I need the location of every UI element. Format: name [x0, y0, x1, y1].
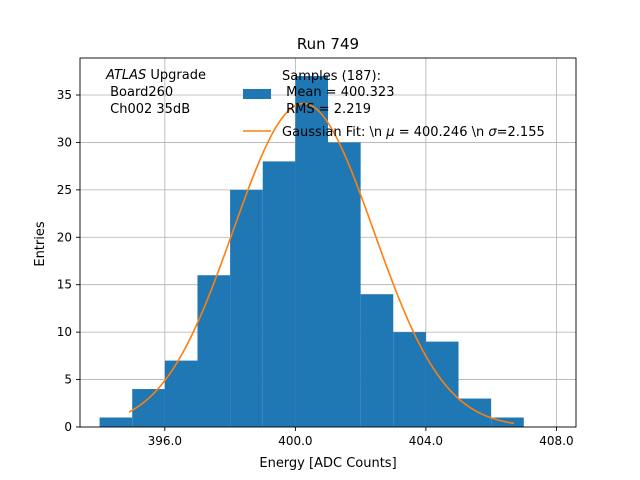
- legend-fit-mu-value: = 400.246 \n: [395, 125, 489, 140]
- histogram-bars: [99, 76, 524, 428]
- histogram-bar: [99, 417, 133, 427]
- y-tick-label: 10: [57, 325, 72, 339]
- x-tick-label: 400.0: [278, 434, 312, 448]
- histogram-bar: [230, 189, 263, 427]
- histogram-bar: [328, 142, 361, 427]
- histogram-bar: [164, 360, 198, 427]
- atlas-annotation-line1: ATLAS Upgrade: [105, 68, 206, 83]
- histogram-bar: [393, 332, 426, 427]
- x-tick-label: 408.0: [539, 434, 573, 448]
- y-axis-label: Entries: [33, 221, 48, 267]
- histogram-bar: [360, 294, 394, 427]
- gaussian-fit-layer: [128, 102, 515, 425]
- legend-fit-sigma-value: =2.155: [497, 125, 545, 140]
- y-tick-label: 5: [64, 373, 72, 387]
- legend-samples-line1: Samples (187):: [282, 69, 381, 84]
- legend-mu-symbol: μ: [385, 125, 394, 140]
- y-tick-label: 25: [57, 183, 72, 197]
- y-tick-label: 15: [57, 278, 72, 292]
- tick-labels: 396.0 400.0 404.0 408.0 0 5 10 15 20 25 30 35: [57, 88, 574, 448]
- legend-samples-line2: Mean = 400.323: [282, 85, 394, 100]
- atlas-label: ATLAS: [105, 68, 146, 83]
- x-axis-label: Energy [ADC Counts]: [259, 456, 396, 471]
- histogram-bar: [425, 341, 459, 427]
- legend-sigma-symbol: σ: [488, 125, 497, 140]
- histogram-bar: [132, 389, 165, 427]
- channel-annotation: Ch002 35dB: [106, 102, 190, 117]
- axes: [79, 57, 577, 428]
- upgrade-label: Upgrade: [146, 68, 206, 83]
- legend-samples-swatch: [243, 89, 271, 99]
- plot-frame: [79, 57, 577, 428]
- histogram-bar: [295, 76, 328, 428]
- histogram-bar: [197, 275, 231, 427]
- y-tick-label: 35: [57, 88, 72, 102]
- x-tick-label: 404.0: [409, 434, 443, 448]
- y-tick-label: 0: [64, 420, 72, 434]
- chart-title: Run 749: [297, 35, 359, 53]
- legend: Samples (187): Mean = 400.323 RMS = 2.21…: [243, 69, 545, 140]
- legend-fit-prefix: Gaussian Fit: \n: [282, 125, 386, 140]
- legend-samples-line3: RMS = 2.219: [282, 102, 371, 117]
- legend-fit-label: Gaussian Fit: \n μ = 400.246 \n σ=2.155: [282, 125, 545, 140]
- gaussian-fit-curve: [128, 102, 515, 425]
- x-tick-label: 396.0: [148, 434, 182, 448]
- board-annotation: Board260: [106, 85, 173, 100]
- y-tick-label: 30: [57, 135, 72, 149]
- histogram-bar: [262, 161, 296, 428]
- y-tick-label: 20: [57, 230, 72, 244]
